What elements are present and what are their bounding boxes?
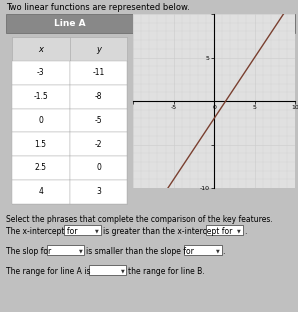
Text: x: x xyxy=(38,45,43,54)
Text: The range for line A is: The range for line A is xyxy=(6,267,90,276)
Text: -2: -2 xyxy=(95,140,102,149)
Bar xyxy=(69,61,127,85)
Text: Line B: Line B xyxy=(198,19,230,28)
Bar xyxy=(12,156,69,180)
Text: 3: 3 xyxy=(96,187,101,196)
Text: -1.5: -1.5 xyxy=(33,92,48,101)
Text: .: . xyxy=(244,227,246,236)
Text: 1.5: 1.5 xyxy=(35,140,47,149)
Text: Line A: Line A xyxy=(54,19,85,28)
Text: .: . xyxy=(223,247,225,256)
Text: is smaller than the slope for: is smaller than the slope for xyxy=(86,247,194,256)
Bar xyxy=(12,37,127,204)
Bar xyxy=(89,266,126,275)
Bar xyxy=(133,14,295,33)
Text: y: y xyxy=(96,45,101,54)
Bar xyxy=(12,61,69,85)
Text: Two linear functions are represented below.: Two linear functions are represented bel… xyxy=(6,3,190,12)
Bar xyxy=(69,180,127,204)
Text: 0: 0 xyxy=(96,163,101,173)
Bar xyxy=(69,156,127,180)
Text: ▼: ▼ xyxy=(216,248,219,253)
Bar xyxy=(69,132,127,156)
Bar xyxy=(12,85,69,109)
Text: -8: -8 xyxy=(95,92,102,101)
Text: -11: -11 xyxy=(92,68,105,77)
Bar xyxy=(184,246,221,256)
Text: -5: -5 xyxy=(95,116,102,125)
Text: The slop for: The slop for xyxy=(6,247,51,256)
Bar xyxy=(206,226,243,236)
Text: 0: 0 xyxy=(38,116,43,125)
Bar xyxy=(12,132,69,156)
Bar xyxy=(12,109,69,132)
Text: Select the phrases that complete the comparison of the key features.: Select the phrases that complete the com… xyxy=(6,216,273,224)
Bar xyxy=(69,109,127,132)
Text: ▼: ▼ xyxy=(95,228,99,233)
Text: is greater than the x-intercept for: is greater than the x-intercept for xyxy=(103,227,232,236)
Text: 4: 4 xyxy=(38,187,43,196)
Text: ▼: ▼ xyxy=(121,268,125,273)
Text: ▼: ▼ xyxy=(79,248,82,253)
Bar xyxy=(12,180,69,204)
Text: ▼: ▼ xyxy=(237,228,241,233)
Bar xyxy=(69,85,127,109)
Bar xyxy=(12,37,69,61)
Bar xyxy=(64,226,101,236)
Bar xyxy=(69,37,127,61)
Text: -3: -3 xyxy=(37,68,44,77)
Text: The x-intercept for: The x-intercept for xyxy=(6,227,77,236)
Text: 2.5: 2.5 xyxy=(35,163,47,173)
Text: the range for line B.: the range for line B. xyxy=(128,267,205,276)
Bar xyxy=(6,14,133,33)
Bar xyxy=(47,246,84,256)
